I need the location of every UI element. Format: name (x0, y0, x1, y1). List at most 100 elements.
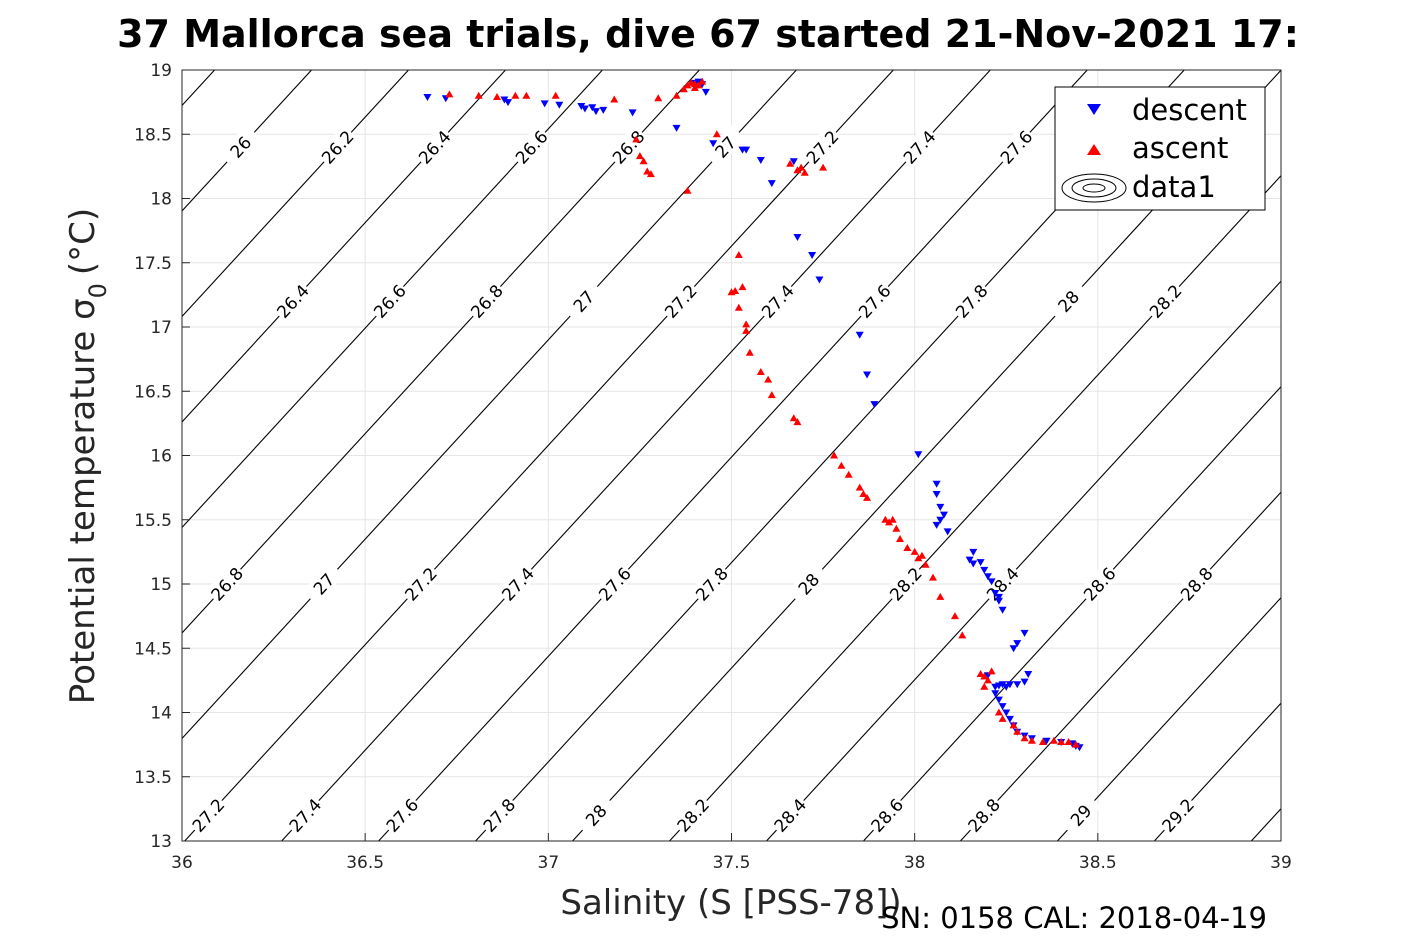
contour-label-bg (865, 793, 908, 837)
ascent-point (983, 676, 992, 684)
y-tick-label: 14 (150, 704, 172, 724)
descent-point (504, 99, 513, 107)
contour-label-bg (271, 279, 314, 323)
ascent-point (980, 682, 989, 690)
contour-label-bg (981, 561, 1023, 605)
contour-label-bg (593, 561, 635, 605)
y-tick-label: 18 (150, 190, 172, 210)
descent-point (991, 690, 1000, 698)
descent-point (932, 491, 941, 499)
ascent-point (1049, 736, 1058, 744)
legend-label-data1: data1 (1132, 170, 1216, 204)
ascent-point (797, 163, 806, 171)
contour-label-bg (283, 793, 326, 837)
x-tick-label: 36 (171, 853, 193, 873)
descent-point (994, 696, 1003, 704)
ascent-point (1013, 727, 1022, 735)
ascent-point (1027, 736, 1036, 744)
x-tick-label: 37 (538, 853, 560, 873)
ascent-point (1071, 740, 1080, 748)
contour-label-bg (768, 793, 811, 837)
contour-label-bg (800, 124, 843, 168)
descent-point (914, 451, 923, 459)
ascent-point (789, 414, 798, 422)
y-tick-label: 13.5 (134, 768, 172, 788)
descent-point (969, 560, 978, 568)
descent-point (580, 105, 589, 113)
contour-label-bg (509, 124, 552, 168)
y-axis-ticks: 13 13.5 14 14.5 15 15.5 16 16.5 17 17.5 18 18.5 19 (134, 61, 190, 852)
descent-point (591, 108, 600, 116)
y-axis-label-main: Potential temperature σ (63, 298, 103, 704)
y-tick-label: 18.5 (134, 125, 172, 145)
ascent-point (639, 157, 648, 165)
descent-point (1020, 629, 1029, 637)
ascent-point (888, 515, 897, 523)
y-axis-label-subscript: 0 (84, 283, 112, 298)
descent-point (599, 106, 608, 114)
descent-point (815, 276, 824, 284)
descent-point (965, 556, 974, 564)
descent-point (998, 606, 1007, 614)
ascent-point (1057, 738, 1066, 746)
descent-point (998, 681, 1007, 689)
ascent-point (855, 483, 864, 491)
contour-label-bg (574, 793, 617, 837)
contour-label-bg (368, 279, 410, 323)
contour-label-bg (884, 561, 926, 605)
descent-point (987, 578, 996, 586)
ascent-point (610, 95, 619, 103)
x-tick-label: 38.5 (1079, 853, 1117, 873)
descent-point (701, 88, 710, 96)
ascent-point (998, 714, 1007, 722)
contour-label-bg (606, 124, 649, 168)
y-tick-label: 15 (150, 575, 172, 595)
contour-label-bg (949, 279, 992, 323)
ascent-point (844, 470, 853, 478)
descent-point (870, 401, 879, 409)
density-contour (1153, 702, 1281, 841)
descent-point (936, 516, 945, 524)
ascent-point (712, 130, 721, 138)
descent-point (969, 548, 978, 556)
contour-label-bg (1174, 561, 1217, 605)
ascent-point (837, 461, 846, 469)
density-contour (959, 491, 1281, 841)
density-contour (668, 174, 1281, 841)
ascent-point (910, 547, 919, 555)
x-axis-ticks: 36 36.5 37 37.5 38 38.5 39 (171, 833, 1292, 873)
descent-point (1024, 670, 1033, 678)
y-tick-label: 14.5 (134, 639, 172, 659)
contour-label-bg (412, 124, 455, 168)
descent-point (1042, 737, 1051, 745)
descent-point (994, 593, 1003, 601)
density-contour (765, 280, 1281, 841)
ascent-point (493, 92, 502, 100)
ascent-point (474, 91, 483, 99)
descent-point (577, 102, 586, 110)
descent-point (980, 566, 989, 574)
descent-point (789, 158, 798, 166)
descent-point (423, 93, 432, 101)
descent-point (1013, 681, 1022, 689)
contour-label-bg (962, 793, 1005, 837)
ascent-point (1009, 721, 1018, 729)
descent-point (1005, 681, 1014, 689)
ascent-point (511, 91, 520, 99)
descent-point (983, 573, 992, 581)
ascent-point (921, 560, 930, 568)
ascent-point (786, 159, 795, 167)
ascent-point (683, 81, 692, 89)
ascent-point (819, 163, 828, 171)
series-ascent (445, 77, 1080, 748)
legend-marker-descent (1087, 104, 1101, 115)
ascent-point (980, 672, 989, 680)
y-tick-label: 17 (150, 318, 172, 338)
descent-point (628, 109, 637, 117)
contour-label-bg (399, 561, 442, 605)
descent-point (994, 597, 1003, 605)
ascent-point (551, 91, 560, 99)
descent-point (793, 234, 802, 242)
descent-point (863, 371, 872, 379)
contour-label-bg (659, 279, 701, 323)
